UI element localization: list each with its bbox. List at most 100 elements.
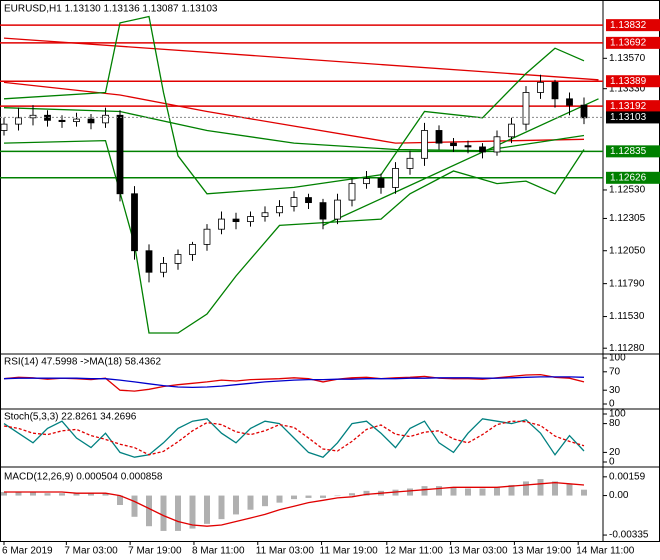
histogram-bar xyxy=(436,486,442,496)
indicator-line xyxy=(3,15,585,195)
histogram-bar xyxy=(581,489,587,496)
indicator-line xyxy=(3,420,585,456)
level-label: 1.13832 xyxy=(610,20,647,31)
y-tick-label: 80 xyxy=(609,418,621,429)
candle-body xyxy=(450,142,457,147)
y-tick-label: 1.12050 xyxy=(609,245,646,256)
histogram-bar xyxy=(233,495,239,515)
histogram-bar xyxy=(276,495,283,503)
x-tick-label: 11 Mar 19:00 xyxy=(320,546,379,557)
histogram-bar xyxy=(537,479,544,496)
candle-body xyxy=(537,81,544,93)
x-tick-label: 14 Mar 11:00 xyxy=(576,546,635,557)
x-tick-label: 11 Mar 03:00 xyxy=(256,546,315,557)
histogram-bar xyxy=(15,492,22,496)
panel-title: Stoch(5,3,3) 22.8261 34.2696 xyxy=(4,412,137,423)
histogram-bar xyxy=(320,495,326,498)
histogram-bar xyxy=(407,488,413,496)
histogram-bar xyxy=(363,490,370,496)
level-label: 1.13692 xyxy=(610,38,647,49)
y-tick-label: 30 xyxy=(609,385,621,396)
candle-body xyxy=(421,130,428,159)
candle-body xyxy=(218,218,225,230)
histogram-bar xyxy=(73,493,80,496)
histogram-bar xyxy=(131,495,138,517)
histogram-bar xyxy=(421,486,428,496)
candle-body xyxy=(348,183,356,201)
candle-body xyxy=(203,228,211,245)
x-tick-label: 7 Mar 19:00 xyxy=(128,546,182,557)
histogram-bar xyxy=(44,493,51,496)
y-tick-label: 0.00 xyxy=(609,490,629,501)
level-label-box xyxy=(606,171,660,184)
candle-body xyxy=(145,250,153,273)
histogram-bar xyxy=(305,495,312,498)
histogram-bar xyxy=(262,495,268,507)
candle-body xyxy=(0,123,8,131)
x-tick-label: 13 Mar 03:00 xyxy=(449,546,508,557)
histogram-bar xyxy=(117,495,123,505)
y-tick-label: 1.11790 xyxy=(609,278,645,289)
candle-body xyxy=(479,146,486,153)
candle-body xyxy=(363,178,370,185)
candle-body xyxy=(435,130,443,144)
y-tick-label: 1.11280 xyxy=(609,343,645,354)
histogram-bar xyxy=(465,488,471,496)
y-tick-label: 1.11530 xyxy=(609,311,645,322)
histogram-bar xyxy=(146,495,152,527)
candle-body xyxy=(551,81,559,100)
histogram-bar xyxy=(450,487,457,496)
y-tick-label: 20 xyxy=(609,447,621,458)
level-label: 1.12835 xyxy=(610,146,647,157)
indicator-line xyxy=(3,81,585,144)
candle-body xyxy=(131,193,138,252)
candle-body xyxy=(232,218,240,223)
y-tick-label: 0.00159 xyxy=(609,471,646,482)
level-label-box xyxy=(606,19,660,32)
x-tick-label: 7 Mar 03:00 xyxy=(64,546,118,557)
x-tick-label: 6 Mar 2019 xyxy=(2,546,53,557)
histogram-bar xyxy=(189,495,196,529)
candle-body xyxy=(15,117,22,125)
candle-body xyxy=(305,197,312,204)
candle-body xyxy=(160,262,167,273)
candle-body xyxy=(508,123,515,138)
candle-body xyxy=(377,178,385,188)
candle-body xyxy=(276,206,283,214)
candle-body xyxy=(290,197,298,207)
indicator-line xyxy=(3,37,599,81)
histogram-bar xyxy=(88,493,94,496)
histogram-bar xyxy=(291,495,297,500)
level-label-box xyxy=(606,36,660,49)
histogram-bar xyxy=(1,492,7,496)
histogram-bar xyxy=(552,481,558,496)
histogram-bar xyxy=(508,484,515,496)
level-label-box xyxy=(606,75,660,88)
candle-body xyxy=(58,119,66,123)
x-tick-label: 13 Mar 19:00 xyxy=(512,546,571,557)
histogram-bar xyxy=(204,495,210,524)
indicator-line xyxy=(3,139,585,334)
y-tick-label: 1.13570 xyxy=(609,53,646,64)
candle-body xyxy=(392,168,399,188)
candle-body xyxy=(493,136,501,153)
y-tick-label: 100 xyxy=(609,409,626,420)
chart-title: EURUSD,H1 1.13130 1.13136 1.13087 1.1310… xyxy=(4,4,218,15)
candle-body xyxy=(464,145,472,148)
histogram-bar xyxy=(30,492,36,496)
candle-body xyxy=(406,157,414,169)
candle-body xyxy=(87,118,95,124)
indicator-line xyxy=(3,373,585,392)
y-tick-label: 100 xyxy=(609,353,626,364)
y-tick-label: -0.00335 xyxy=(609,530,649,541)
y-tick-label: 0 xyxy=(609,399,615,410)
level-label: 1.12626 xyxy=(610,172,647,183)
histogram-bar xyxy=(175,495,181,531)
candle-body xyxy=(73,118,80,123)
histogram-bar xyxy=(160,495,167,531)
panel-title: MACD(12,26,9) 0.000504 0.000858 xyxy=(4,472,163,483)
histogram-bar xyxy=(566,483,573,496)
x-tick-label: 12 Mar 11:00 xyxy=(385,546,444,557)
histogram-bar xyxy=(349,493,355,496)
